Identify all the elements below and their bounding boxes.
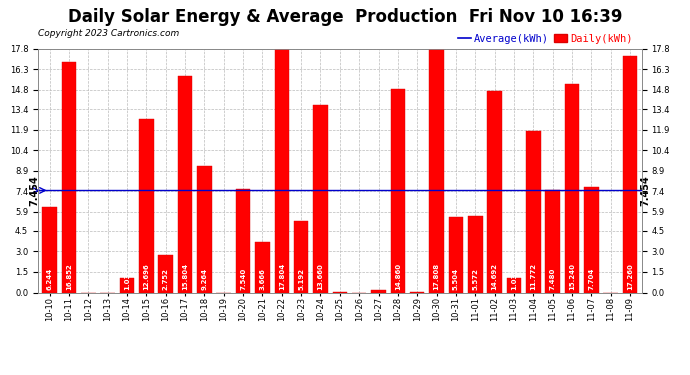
Legend: Average(kWh), Daily(kWh): Average(kWh), Daily(kWh) xyxy=(454,30,636,48)
Text: 7.704: 7.704 xyxy=(589,268,594,291)
Text: Copyright 2023 Cartronics.com: Copyright 2023 Cartronics.com xyxy=(38,29,179,38)
Bar xyxy=(487,91,502,292)
Bar xyxy=(313,105,328,292)
Text: 5.504: 5.504 xyxy=(453,268,459,291)
Text: 7.480: 7.480 xyxy=(550,268,555,291)
Text: 17.804: 17.804 xyxy=(279,263,285,291)
Text: 2.752: 2.752 xyxy=(163,268,168,291)
Bar xyxy=(178,76,193,292)
Text: 14.860: 14.860 xyxy=(395,263,401,291)
Bar xyxy=(468,216,482,292)
Text: 14.692: 14.692 xyxy=(492,264,497,291)
Bar xyxy=(391,89,405,292)
Text: 13.660: 13.660 xyxy=(317,264,324,291)
Bar xyxy=(197,166,212,292)
Text: 7.540: 7.540 xyxy=(240,268,246,291)
Text: 12.696: 12.696 xyxy=(144,264,149,291)
Text: 7.454: 7.454 xyxy=(641,175,651,206)
Bar xyxy=(584,187,599,292)
Text: 15.240: 15.240 xyxy=(569,264,575,291)
Text: 17.260: 17.260 xyxy=(627,264,633,291)
Bar xyxy=(526,131,540,292)
Text: 1.036: 1.036 xyxy=(511,268,517,291)
Bar xyxy=(429,49,444,292)
Bar xyxy=(255,242,270,292)
Text: Daily Solar Energy & Average  Production  Fri Nov 10 16:39: Daily Solar Energy & Average Production … xyxy=(68,8,622,26)
Bar xyxy=(506,278,521,292)
Bar xyxy=(61,62,76,292)
Text: 6.244: 6.244 xyxy=(46,268,52,291)
Bar xyxy=(545,190,560,292)
Text: 11.772: 11.772 xyxy=(531,264,536,291)
Bar xyxy=(275,49,289,292)
Bar xyxy=(139,118,154,292)
Text: 15.804: 15.804 xyxy=(182,263,188,291)
Text: 17.808: 17.808 xyxy=(433,263,440,291)
Bar xyxy=(294,221,308,292)
Bar xyxy=(236,189,250,292)
Bar xyxy=(159,255,173,292)
Text: 5.192: 5.192 xyxy=(298,268,304,291)
Bar xyxy=(371,290,386,292)
Text: 9.264: 9.264 xyxy=(201,268,208,291)
Bar xyxy=(448,217,463,292)
Bar xyxy=(42,207,57,292)
Text: 3.666: 3.666 xyxy=(259,268,266,291)
Text: 7.454: 7.454 xyxy=(29,175,39,206)
Text: 5.572: 5.572 xyxy=(472,268,478,291)
Bar xyxy=(623,56,638,292)
Bar xyxy=(565,84,580,292)
Text: 16.852: 16.852 xyxy=(66,264,72,291)
Text: 1.032: 1.032 xyxy=(124,268,130,291)
Bar xyxy=(119,278,135,292)
